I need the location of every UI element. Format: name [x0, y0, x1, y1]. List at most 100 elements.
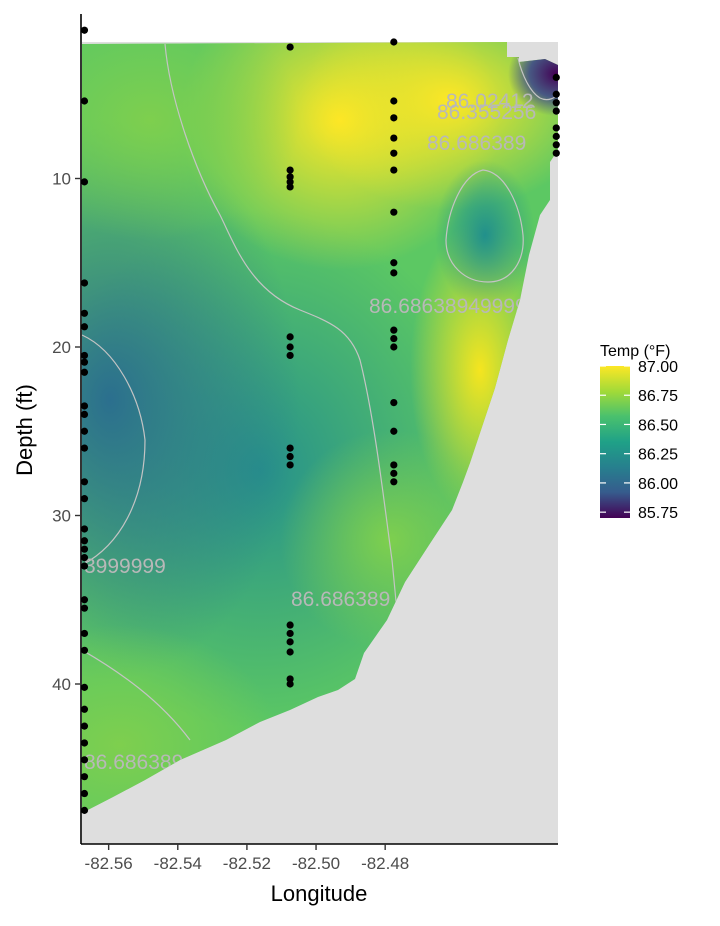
x-tick-label: -82.48: [361, 854, 409, 873]
sample-point: [80, 756, 89, 764]
y-axis-ticks: 10 20 30 40: [52, 170, 81, 694]
sample-point: [80, 178, 89, 186]
contour-label: 3999999: [84, 555, 166, 578]
sample-point: [286, 173, 294, 181]
sample-point: [390, 399, 398, 407]
sample-point: [80, 604, 89, 612]
sample-point: [80, 562, 89, 570]
sample-point: [80, 97, 89, 105]
sample-point: [80, 368, 89, 376]
sample-point: [390, 166, 398, 174]
x-tick-label: -82.52: [223, 854, 271, 873]
sample-point: [80, 596, 89, 604]
sample-point: [552, 141, 560, 149]
contour-label: 86.686389499999: [369, 295, 538, 318]
sample-point: [80, 402, 89, 410]
sample-point: [286, 452, 294, 461]
sample-point: [390, 343, 398, 351]
sample-point: [80, 351, 89, 360]
legend: Temp (°F) 87.00 86.75 86.50 86.25 86.00 85.75: [600, 343, 678, 522]
sample-point: [80, 323, 89, 331]
contour-label: 86.686389: [427, 132, 526, 155]
sample-point: [80, 739, 89, 747]
x-tick-label: -82.56: [85, 854, 133, 873]
sample-point: [80, 537, 89, 545]
sample-point: [80, 722, 89, 730]
legend-colorbar: [600, 366, 630, 518]
sample-point: [80, 478, 89, 486]
legend-ticks: 87.00 86.75 86.50 86.25 86.00 85.75: [600, 359, 678, 522]
x-axis-ticks: -82.56 -82.54 -82.52 -82.50 -82.48: [85, 844, 409, 873]
sample-point: [390, 149, 398, 157]
sample-point: [286, 333, 294, 341]
legend-label: 87.00: [638, 359, 678, 376]
sample-point: [286, 178, 294, 186]
y-axis-title: Depth (ft): [12, 384, 37, 476]
sample-point: [80, 789, 89, 798]
x-axis-title: Longitude: [271, 881, 368, 906]
sample-point: [552, 132, 560, 140]
sample-point: [390, 208, 398, 216]
contour-label-group: 86.02412 86.355256 86.686389 86.68638949…: [84, 90, 538, 774]
sample-point: [80, 309, 89, 317]
sample-point: [552, 107, 560, 115]
sample-point: [552, 90, 560, 98]
sample-point: [286, 461, 294, 469]
sample-point: [390, 461, 398, 469]
sample-point: [390, 38, 398, 46]
y-tick-label: 10: [52, 170, 71, 189]
sample-point: [80, 279, 89, 287]
sample-point: [80, 427, 89, 435]
sample-points: [80, 26, 560, 814]
sample-point: [80, 26, 89, 34]
sample-point: [80, 410, 89, 418]
legend-title: Temp (°F): [600, 343, 670, 360]
y-tick-label: 40: [52, 675, 71, 694]
y-tick-label: 20: [52, 338, 71, 357]
sample-point: [80, 444, 89, 452]
sample-point: [80, 629, 89, 638]
contour-label: 86.355256: [437, 101, 536, 124]
contour-label: 86.686389: [84, 751, 183, 774]
sample-point: [390, 478, 398, 486]
sample-point: [80, 806, 89, 814]
sample-point: [286, 343, 294, 351]
contour-lines: [82, 43, 558, 741]
sample-point: [80, 705, 89, 713]
sample-point: [80, 358, 89, 366]
sample-point: [286, 43, 294, 51]
legend-label: 86.50: [638, 417, 678, 434]
sample-point: [286, 680, 294, 688]
sample-point: [390, 334, 398, 343]
legend-label: 86.75: [638, 388, 678, 405]
sample-point: [390, 427, 398, 435]
sample-point: [80, 683, 89, 691]
sample-point: [286, 629, 294, 638]
sample-point: [552, 73, 560, 81]
sample-point: [80, 525, 89, 533]
y-tick-label: 30: [52, 507, 71, 526]
contour-label: 86.686389: [291, 588, 390, 611]
sample-point: [286, 675, 294, 683]
x-tick-label: -82.54: [154, 854, 202, 873]
contour-label: 86.02412: [446, 90, 534, 113]
sample-point: [552, 124, 560, 132]
sample-point: [286, 166, 294, 174]
sample-point: [80, 646, 89, 654]
sample-point: [390, 269, 398, 277]
sample-point: [390, 326, 398, 334]
sample-point: [286, 351, 294, 360]
legend-label: 85.75: [638, 505, 678, 522]
legend-label: 86.25: [638, 447, 678, 464]
sample-point: [390, 259, 398, 267]
sample-point: [80, 554, 89, 562]
sample-point: [286, 621, 294, 629]
sample-point: [390, 469, 398, 477]
sample-point: [552, 99, 560, 107]
sample-point: [80, 773, 89, 781]
sample-point: [286, 444, 294, 452]
sample-point: [80, 545, 89, 553]
sample-point: [286, 183, 294, 191]
